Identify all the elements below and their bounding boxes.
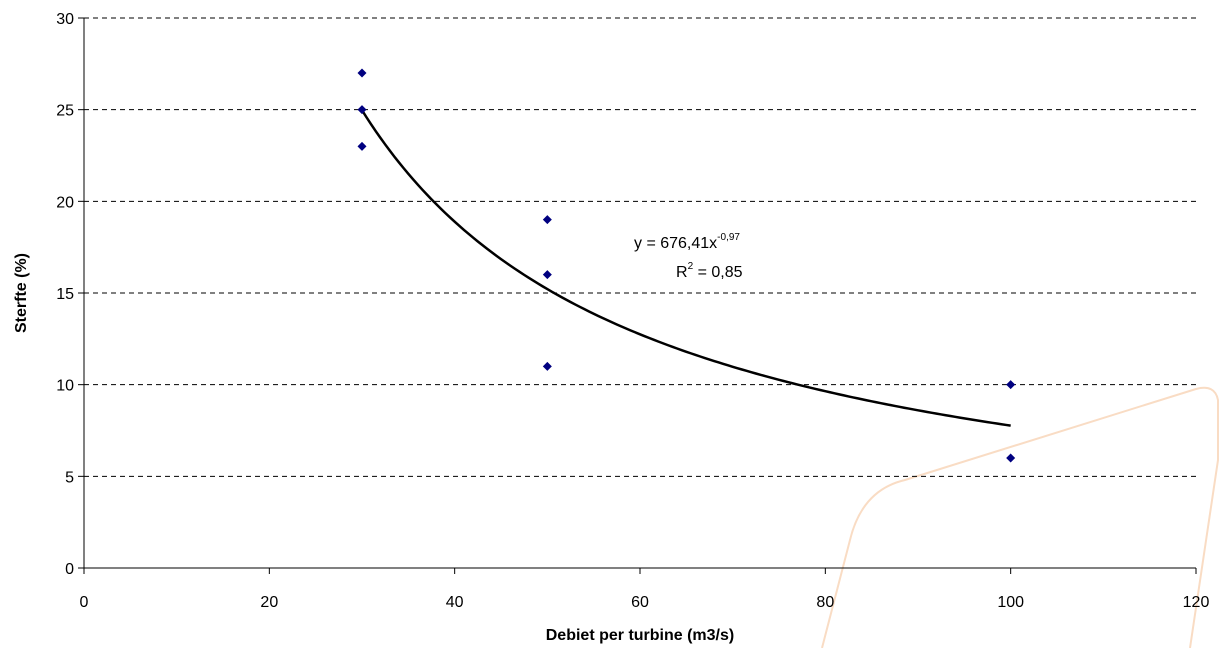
data-point — [542, 215, 552, 225]
data-point — [357, 68, 367, 78]
trend-equation-base: y = 676,41x — [634, 235, 717, 252]
data-point — [542, 270, 552, 280]
r2-value: = 0,85 — [693, 264, 742, 281]
data-point — [542, 361, 552, 371]
data-point — [1006, 453, 1016, 463]
trend-equation-exponent: -0,97 — [717, 232, 740, 243]
tick-labels: 0 5 10 15 20 25 30 0 20 40 60 80 100 120 — [56, 11, 1209, 611]
y-tick-label: 10 — [56, 378, 74, 395]
trendline — [360, 109, 1011, 427]
x-tick-label: 20 — [260, 594, 278, 611]
data-point — [357, 105, 367, 115]
data-point — [1006, 380, 1016, 390]
trendline-group — [360, 109, 1011, 427]
x-tick-label: 40 — [446, 594, 464, 611]
data-point — [357, 141, 367, 151]
y-axis-title: Sterfte (%) — [13, 253, 30, 333]
trend-equation: y = 676,41x-0,97 — [634, 232, 740, 252]
y-tick-label: 25 — [56, 103, 74, 120]
x-axis-title: Debiet per turbine (m3/s) — [546, 627, 734, 644]
y-tick-label: 30 — [56, 11, 74, 28]
x-tick-label: 120 — [1183, 594, 1210, 611]
decorative-outline — [821, 386, 1219, 648]
x-tick-label: 0 — [80, 594, 89, 611]
y-tick-label: 15 — [56, 286, 74, 303]
x-tick-label: 80 — [816, 594, 834, 611]
x-tick-label: 100 — [997, 594, 1024, 611]
y-tick-label: 20 — [56, 194, 74, 211]
r2-exponent: 2 — [688, 261, 694, 272]
x-tick-label: 60 — [631, 594, 649, 611]
y-tick-label: 0 — [65, 561, 74, 578]
trend-r-squared: R2 = 0,85 — [676, 261, 743, 281]
axes — [78, 17, 1197, 574]
r2-base: R — [676, 264, 688, 281]
y-tick-label: 5 — [65, 469, 74, 486]
data-points — [357, 68, 1016, 463]
